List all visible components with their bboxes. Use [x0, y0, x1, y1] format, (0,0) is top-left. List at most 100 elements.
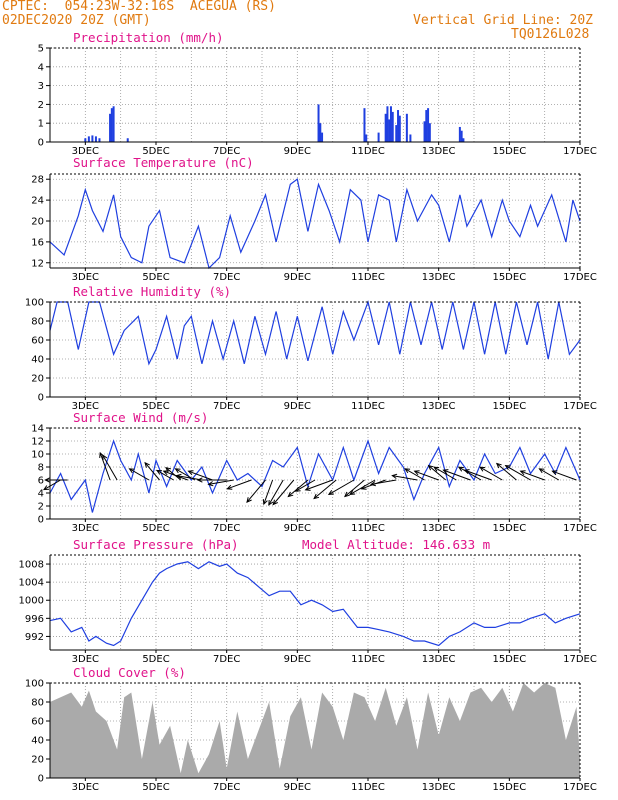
- y-tick-label: 0: [38, 515, 44, 526]
- panel-title-cloud: Cloud Cover (%): [73, 665, 186, 680]
- wind-vector-head: [369, 481, 377, 487]
- precip-bar: [384, 113, 387, 142]
- wind-vector: [165, 467, 182, 481]
- y-tick-label: 8: [38, 463, 44, 474]
- precip-bar: [389, 106, 392, 142]
- panel-title-rh: Relative Humidity (%): [73, 284, 231, 299]
- precip-bar: [391, 111, 394, 142]
- precip-bar: [84, 138, 87, 142]
- x-tick-label: 11DEC: [351, 146, 385, 157]
- wind-vector: [344, 479, 365, 497]
- wind-vector-head: [360, 484, 367, 490]
- wind-vector-head: [391, 473, 398, 479]
- wind-vector: [392, 475, 418, 481]
- wind-vector-head: [207, 481, 214, 487]
- wind-vector: [313, 479, 337, 499]
- x-tick-label: 7DEC: [213, 782, 240, 793]
- wind-vector-head: [463, 469, 470, 475]
- wind-vector-head: [504, 465, 511, 470]
- wind-vector: [443, 469, 471, 481]
- precip-bar: [363, 108, 366, 142]
- x-tick-label: 17DEC: [563, 272, 597, 283]
- x-tick-label: 9DEC: [284, 523, 311, 534]
- wind-vector: [464, 469, 492, 481]
- y-tick-label: 14: [31, 424, 44, 435]
- y-tick-label: 80: [31, 317, 44, 328]
- wind-vector-head: [246, 497, 252, 503]
- x-tick-label: 7DEC: [213, 272, 240, 283]
- wind-vector-head: [268, 499, 274, 506]
- y-tick-label: 20: [31, 374, 44, 385]
- x-tick-label: 11DEC: [351, 782, 385, 793]
- y-tick-label: 2: [38, 502, 44, 513]
- x-tick-label: 17DEC: [563, 401, 597, 412]
- y-tick-label: 1004: [19, 578, 44, 589]
- y-tick-label: 28: [31, 175, 44, 186]
- precip-bar: [377, 132, 380, 142]
- x-tick-label: 13DEC: [422, 146, 456, 157]
- wind-vector: [433, 466, 457, 481]
- date-header: 02DEC2020 20Z (GMT): [2, 13, 151, 28]
- precip-bar: [386, 106, 389, 142]
- y-tick-label: 80: [31, 698, 44, 709]
- wind-vector: [458, 466, 482, 481]
- y-tick-label: 40: [31, 355, 44, 366]
- wind-vector-head: [442, 469, 449, 475]
- precip-bar: [423, 121, 426, 142]
- x-tick-label: 11DEC: [351, 523, 385, 534]
- precip-bar: [98, 138, 101, 142]
- panel-cloud: Cloud Cover (%) 0 20 40 60 80 100 3DEC 5DEC 7DEC 9…: [25, 665, 597, 793]
- wind-vector-head: [457, 466, 464, 472]
- series-line-press: [49, 561, 581, 647]
- wind-vector: [268, 479, 284, 506]
- wind-vector-head: [144, 461, 150, 468]
- wind-vector-head: [433, 466, 440, 472]
- wind-vector-head: [538, 468, 545, 474]
- wind-vector: [129, 468, 150, 481]
- x-tick-label: 13DEC: [422, 272, 456, 283]
- x-tick-label: 5DEC: [142, 654, 169, 665]
- wind-vector: [176, 475, 203, 481]
- x-tick-label: 13DEC: [422, 401, 456, 412]
- wind-vector: [227, 479, 252, 490]
- y-tick-label: 1: [38, 119, 44, 130]
- wind-vector-head: [479, 466, 486, 472]
- y-tick-label: 12: [31, 437, 44, 448]
- wind-vector: [404, 468, 425, 481]
- x-tick-label: 5DEC: [142, 523, 169, 534]
- wind-vector-head: [102, 454, 108, 461]
- precip-bar: [126, 138, 129, 142]
- wind-vector-head: [155, 469, 163, 475]
- precip-bar: [460, 130, 463, 142]
- panel-wind: Surface Wind (m/s) 0 2 4 6 8 10 12 14 3DEC 5DEC 7DE…: [31, 410, 597, 534]
- wind-vector-head: [42, 485, 50, 491]
- wind-vector-head: [272, 499, 278, 506]
- panel-rh: Relative Humidity (%) 0 20 40 60 80 100 3DEC 5DE…: [25, 284, 597, 412]
- wind-vector-head: [519, 470, 526, 476]
- x-tick-label: 17DEC: [563, 146, 597, 157]
- precip-bar: [321, 132, 324, 142]
- x-tick-label: 5DEC: [142, 401, 169, 412]
- panel-annotation-press: Model Altitude: 146.633 m: [302, 537, 490, 552]
- cloud-cover-area: [50, 683, 580, 778]
- wind-vector: [552, 470, 577, 481]
- wind-vector: [272, 479, 295, 505]
- wind-vector-head: [304, 485, 311, 491]
- wind-vector-head: [551, 470, 558, 476]
- x-tick-label: 17DEC: [563, 523, 597, 534]
- y-tick-label: 0: [38, 138, 44, 149]
- x-tick-label: 15DEC: [492, 523, 526, 534]
- precip-bar: [458, 126, 461, 142]
- x-tick-label: 7DEC: [213, 523, 240, 534]
- x-tick-label: 17DEC: [563, 782, 597, 793]
- code-header: TQ0126L028: [511, 27, 590, 42]
- wind-vector: [263, 479, 274, 505]
- precip-bar: [365, 134, 368, 142]
- panel-title-precip: Precipitation (mm/h): [73, 30, 224, 45]
- wind-vector-head: [187, 470, 194, 476]
- x-tick-label: 11DEC: [351, 272, 385, 283]
- x-tick-label: 3DEC: [72, 782, 99, 793]
- y-tick-label: 5: [38, 44, 44, 55]
- wind-vector: [295, 479, 316, 492]
